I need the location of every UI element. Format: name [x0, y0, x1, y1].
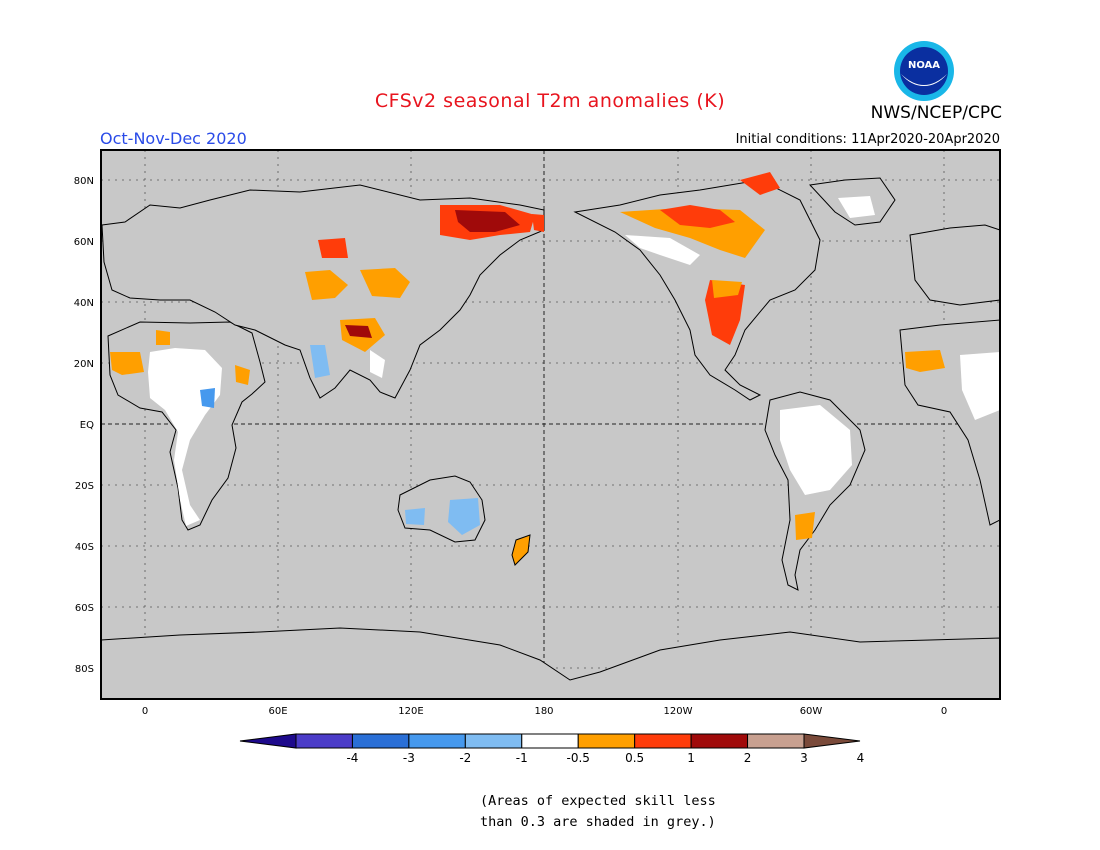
lat-label: 80S — [75, 664, 94, 675]
colorbar-box — [690, 733, 749, 749]
noaa-logo: NOAA — [894, 41, 954, 101]
colorbar-arrow-low — [239, 733, 297, 749]
australia-landmass — [397, 475, 531, 566]
colorbar-box — [521, 733, 579, 749]
right-edge-landmasses — [899, 224, 1001, 526]
colorbar-tick-label: -2 — [459, 751, 471, 765]
map-frame — [100, 149, 1001, 700]
colorbar-tick-label: -4 — [346, 751, 358, 765]
skill-note: (Areas of expected skill less than 0.3 a… — [480, 791, 716, 833]
colorbar-box — [408, 733, 466, 749]
map-title: CFSv2 seasonal T2m anomalies (K) — [374, 90, 726, 112]
colorbar-box — [295, 733, 353, 749]
colorbar-box — [577, 733, 636, 749]
north-america-landmass — [573, 172, 896, 401]
south-america-landmass — [764, 391, 866, 591]
lat-label: 80N — [74, 176, 94, 187]
lat-label: 60S — [75, 603, 94, 614]
colorbar-tick-label: 0.5 — [625, 751, 644, 765]
lat-label: 40S — [75, 542, 94, 553]
logo-text: NOAA — [908, 60, 940, 71]
initial-conditions-label: Initial conditions: 11Apr2020-20Apr2020 — [735, 132, 1000, 147]
lon-label: 0 — [941, 706, 947, 717]
eurasia-landmass — [101, 184, 545, 399]
color-bar: -4 -3 -2 -1 -0.5 0.5 1 2 3 4 — [239, 733, 865, 765]
lat-label: 60N — [74, 237, 94, 248]
agency-label: NWS/NCEP/CPC — [870, 103, 1002, 123]
skill-note-line2: than 0.3 are shaded in grey.) — [480, 814, 716, 830]
colorbar-tick-label: -1 — [516, 751, 528, 765]
skill-note-line1: (Areas of expected skill less — [480, 793, 716, 809]
colorbar-box — [634, 733, 692, 749]
lat-label: 40N — [74, 298, 94, 309]
colorbar-box — [464, 733, 523, 749]
lon-label: 180 — [534, 706, 553, 717]
colorbar-tick-label: -3 — [403, 751, 415, 765]
lon-label: 120W — [664, 706, 693, 717]
africa-landmass — [107, 321, 266, 531]
colorbar-tick-label: -0.5 — [567, 751, 590, 765]
colorbar-box — [747, 733, 805, 749]
lat-label: EQ — [80, 420, 94, 431]
lon-label: 120E — [398, 706, 423, 717]
lat-label: 20N — [74, 359, 94, 370]
colorbar-tick-label: 4 — [857, 751, 865, 765]
colorbar-tick-label: 1 — [687, 751, 695, 765]
lat-label: 20S — [75, 481, 94, 492]
lon-label: 60W — [800, 706, 823, 717]
latitude-labels: 80N 60N 40N 20N EQ 20S 40S 60S 80S — [74, 176, 94, 675]
longitude-labels: 0 60E 120E 180 120W 60W 0 — [142, 706, 947, 717]
colorbar-arrow-high — [803, 733, 861, 749]
season-label: Oct-Nov-Dec 2020 — [100, 129, 247, 148]
lon-label: 60E — [268, 706, 287, 717]
colorbar-tick-label: 3 — [800, 751, 808, 765]
lon-label: 0 — [142, 706, 148, 717]
colorbar-box — [351, 733, 410, 749]
colorbar-tick-label: 2 — [744, 751, 752, 765]
